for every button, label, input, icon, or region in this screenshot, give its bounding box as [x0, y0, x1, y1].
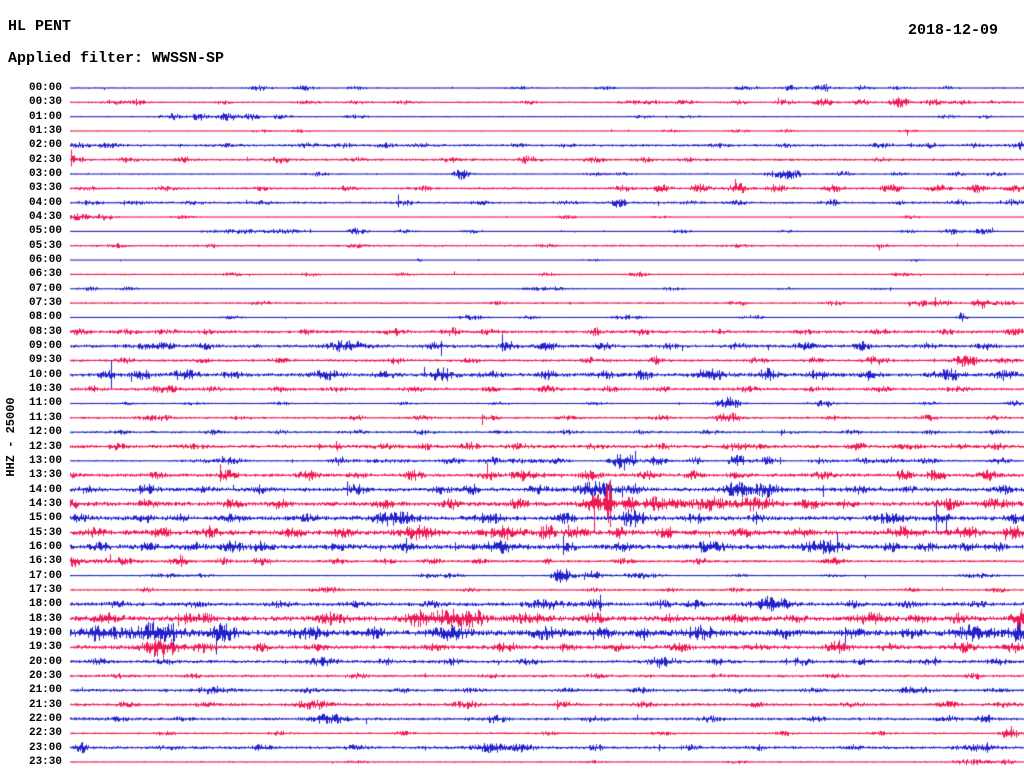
trace-time-label: 06:30	[28, 268, 62, 281]
trace-time-label: 17:00	[28, 569, 62, 582]
trace-time-label: 11:00	[28, 397, 62, 410]
trace-time-label: 01:30	[28, 125, 62, 138]
trace-time-label: 17:30	[28, 583, 62, 596]
trace-time-label: 14:30	[28, 497, 62, 510]
trace-time-label: 02:30	[28, 153, 62, 166]
trace-time-label: 21:00	[28, 684, 62, 697]
trace-time-label: 05:00	[28, 225, 62, 238]
trace-time-label: 23:00	[28, 741, 62, 754]
trace-time-label: 11:30	[28, 411, 62, 424]
trace-time-label: 08:30	[28, 325, 62, 338]
trace-time-label: 07:00	[28, 282, 62, 295]
trace-time-label: 02:00	[28, 139, 62, 152]
trace-time-label: 20:30	[28, 669, 62, 682]
trace-time-label: 16:00	[28, 540, 62, 553]
trace-time-label: 13:30	[28, 469, 62, 482]
station-title: HL PENT	[8, 18, 72, 35]
trace-time-label: 21:30	[28, 698, 62, 711]
date-label: 2018-12-09	[907, 22, 998, 39]
trace-time-label: 22:00	[28, 712, 62, 725]
trace-time-label: 01:00	[28, 110, 62, 123]
trace-time-label: 13:00	[28, 454, 62, 467]
trace-time-label: 10:00	[28, 368, 62, 381]
trace-time-label: 19:30	[28, 641, 62, 654]
trace-time-label: 18:00	[28, 598, 62, 611]
trace-time-label: 08:00	[28, 311, 62, 324]
applied-filter-label: Applied filter: WWSSN-SP	[8, 50, 225, 67]
trace-time-label: 15:00	[28, 512, 62, 525]
trace-time-label: 07:30	[28, 297, 62, 310]
trace-time-label: 09:00	[28, 340, 62, 353]
trace-time-label: 00:00	[28, 82, 62, 94]
trace-time-label: 23:30	[28, 756, 62, 768]
trace-time-label: 03:00	[28, 168, 62, 181]
trace-time-label: 05:30	[28, 239, 62, 252]
trace-time-label: 04:00	[28, 196, 62, 209]
trace-time-label: 12:00	[28, 426, 62, 439]
trace-time-label: 20:00	[28, 655, 62, 668]
trace-time-label: 09:30	[28, 354, 62, 367]
trace-time-label: 06:00	[28, 254, 62, 267]
trace-time-label: 04:30	[28, 211, 62, 224]
trace-time-label: 16:30	[28, 555, 62, 568]
trace-time-label: 15:30	[28, 526, 62, 539]
trace-time-label: 00:30	[28, 96, 62, 109]
trace-time-label: 18:30	[28, 612, 62, 625]
trace-time-label: 19:00	[28, 626, 62, 639]
trace-time-label: 03:30	[28, 182, 62, 195]
trace-time-label: 14:00	[28, 483, 62, 496]
trace-time-label: 12:30	[28, 440, 62, 453]
trace-time-label: 22:30	[28, 727, 62, 740]
trace-time-label: 10:30	[28, 383, 62, 396]
